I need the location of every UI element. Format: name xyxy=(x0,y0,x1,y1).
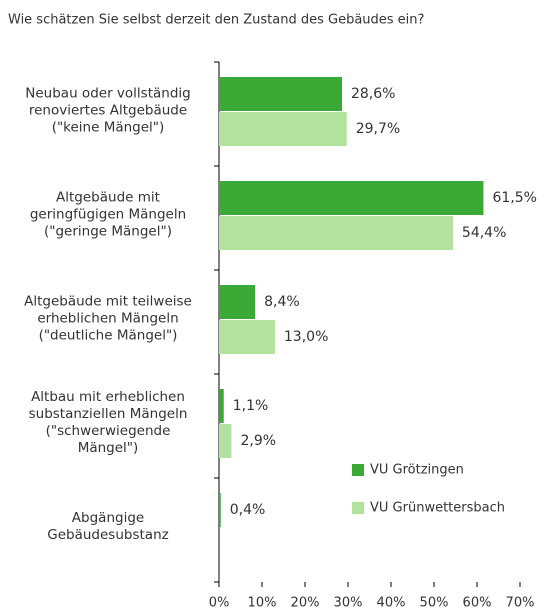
value-label: 8,4% xyxy=(264,294,300,310)
bar xyxy=(219,389,224,423)
x-tick-label: 10% xyxy=(248,596,277,611)
legend-label: VU Grünwettersbach xyxy=(370,501,505,516)
chart-title: Wie schätzen Sie selbst derzeit den Zust… xyxy=(8,13,424,28)
value-label: 1,1% xyxy=(233,398,269,414)
x-tick-label: 0% xyxy=(209,596,230,611)
legend-swatch xyxy=(352,464,364,476)
category-label: Altgebäude mit geringfügigen Mängeln ("g… xyxy=(29,189,187,240)
x-tick-label: 40% xyxy=(377,596,406,611)
value-label: 29,7% xyxy=(356,121,400,137)
x-tick-label: 50% xyxy=(420,596,449,611)
value-label: 61,5% xyxy=(492,190,536,206)
bar xyxy=(219,181,484,215)
bar xyxy=(219,77,342,111)
category-label: Altbau mit erheblichen substanziellen Mä… xyxy=(28,389,188,456)
bar xyxy=(219,320,275,354)
value-label: 28,6% xyxy=(351,86,395,102)
x-tick-label: 70% xyxy=(506,596,535,611)
category-label: Abgängige Gebäudesubstanz xyxy=(47,510,169,543)
bar xyxy=(219,493,221,527)
value-label: 54,4% xyxy=(462,225,506,241)
x-tick-label: 20% xyxy=(291,596,320,611)
value-label: 0,4% xyxy=(230,502,266,518)
legend-swatch xyxy=(352,502,364,514)
value-label: 2,9% xyxy=(240,433,276,449)
bar xyxy=(219,285,256,319)
category-label: Neubau oder vollständig renoviertes Altg… xyxy=(25,85,191,136)
bar xyxy=(219,112,347,146)
category-label: Altgebäude mit teilweise erheblichen Män… xyxy=(24,293,192,344)
value-label: 13,0% xyxy=(284,329,328,345)
x-tick-label: 60% xyxy=(463,596,492,611)
x-tick-label: 30% xyxy=(334,596,363,611)
bar xyxy=(219,216,453,250)
legend-label: VU Grötzingen xyxy=(370,463,464,478)
bar xyxy=(219,424,232,458)
